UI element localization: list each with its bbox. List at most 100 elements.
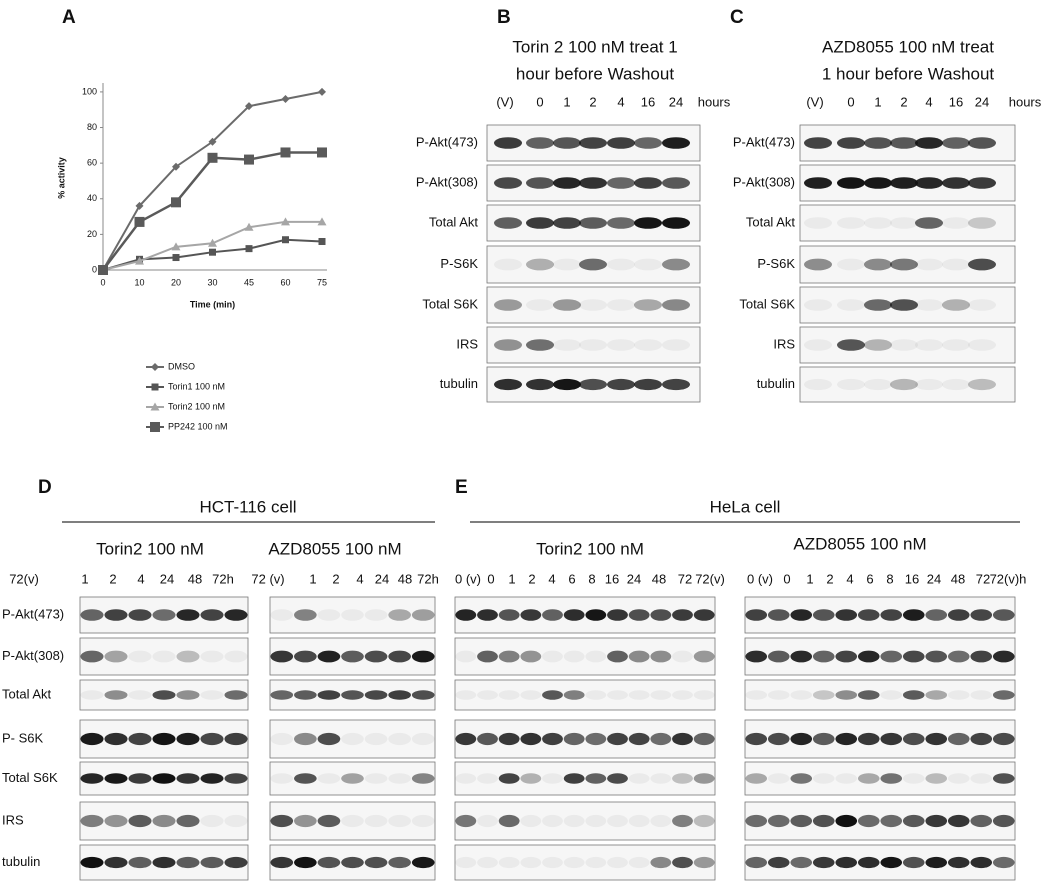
blot-frame <box>486 286 701 324</box>
band <box>498 856 520 869</box>
band <box>520 732 542 746</box>
band <box>968 258 996 271</box>
blot <box>269 761 436 796</box>
band <box>767 690 790 700</box>
band <box>662 339 690 351</box>
band <box>455 609 477 621</box>
band <box>880 690 903 700</box>
band <box>364 690 388 700</box>
band <box>915 339 943 351</box>
band <box>857 650 880 663</box>
blot-frame <box>744 844 1016 881</box>
band <box>498 609 520 621</box>
lane-label: 72(v) <box>9 571 39 586</box>
band <box>857 773 880 784</box>
blot-frame <box>744 801 1016 841</box>
band <box>890 378 918 391</box>
band <box>128 732 152 746</box>
band <box>585 650 607 663</box>
band <box>942 137 970 149</box>
lane-label: 24 <box>927 571 941 586</box>
marker <box>282 236 289 244</box>
band <box>947 773 970 784</box>
marker <box>134 216 145 227</box>
band <box>804 339 832 351</box>
band <box>890 137 918 149</box>
band <box>942 177 970 189</box>
blot-frame <box>269 719 436 759</box>
blot <box>799 245 1016 284</box>
lane-label: 72(v) <box>695 571 725 586</box>
band <box>455 690 477 700</box>
row-label: P-Akt(473) <box>2 606 64 621</box>
band <box>563 609 585 621</box>
panel-title: hour before Washout <box>516 64 674 83</box>
band <box>520 856 542 869</box>
band <box>553 339 581 351</box>
blot <box>79 596 249 634</box>
band <box>494 137 522 149</box>
blot-frame <box>454 596 716 634</box>
y-tick-label: 80 <box>87 122 97 132</box>
band <box>294 690 317 700</box>
band <box>270 650 294 663</box>
band <box>968 177 996 189</box>
band <box>837 177 865 189</box>
lane-label: 2 <box>528 571 535 586</box>
band <box>902 732 925 746</box>
row-label: P-Akt(308) <box>2 648 64 663</box>
band <box>968 137 996 149</box>
legend-label: Torin1 100 nM <box>168 381 225 391</box>
band <box>837 299 865 311</box>
band <box>364 856 388 869</box>
marker <box>151 383 159 391</box>
band <box>176 814 200 828</box>
marker <box>317 217 327 226</box>
marker <box>318 238 326 246</box>
y-axis-title: % activity <box>56 157 66 199</box>
band <box>745 856 768 869</box>
band <box>585 814 607 828</box>
band <box>662 217 690 229</box>
band <box>662 258 690 271</box>
lane-label: 2 <box>589 94 596 109</box>
lane-label: 6 <box>866 571 873 586</box>
band <box>364 814 388 828</box>
band <box>693 609 715 621</box>
legend-label: DMSO <box>168 361 195 371</box>
band <box>477 856 498 869</box>
band <box>890 258 918 271</box>
band <box>477 814 498 828</box>
lane-label: 24 <box>669 94 683 109</box>
band <box>812 814 835 828</box>
band <box>968 378 996 391</box>
band <box>520 650 542 663</box>
band <box>812 650 835 663</box>
band <box>80 609 104 621</box>
group-title: HCT-116 cell <box>200 497 297 516</box>
x-tick-label: 75 <box>317 277 327 287</box>
lane-label: 72h <box>212 571 234 586</box>
lane-label: 24 <box>160 571 174 586</box>
band <box>634 258 662 271</box>
band <box>662 177 690 189</box>
band <box>526 217 554 229</box>
band <box>634 378 662 391</box>
blot-frame <box>269 801 436 841</box>
band <box>767 814 790 828</box>
marker <box>208 238 217 247</box>
band <box>672 856 693 869</box>
band <box>837 258 865 271</box>
band <box>902 690 925 700</box>
lane-label: (V) <box>806 94 823 109</box>
band <box>585 609 607 621</box>
band <box>745 690 768 700</box>
band <box>607 732 628 746</box>
blot-frame <box>454 679 716 711</box>
blot <box>454 679 716 711</box>
band <box>864 299 892 311</box>
panel-label: E <box>455 477 468 498</box>
band <box>857 609 880 621</box>
lane-label: 24 <box>375 571 389 586</box>
lane-label: 0 (v) <box>455 571 481 586</box>
